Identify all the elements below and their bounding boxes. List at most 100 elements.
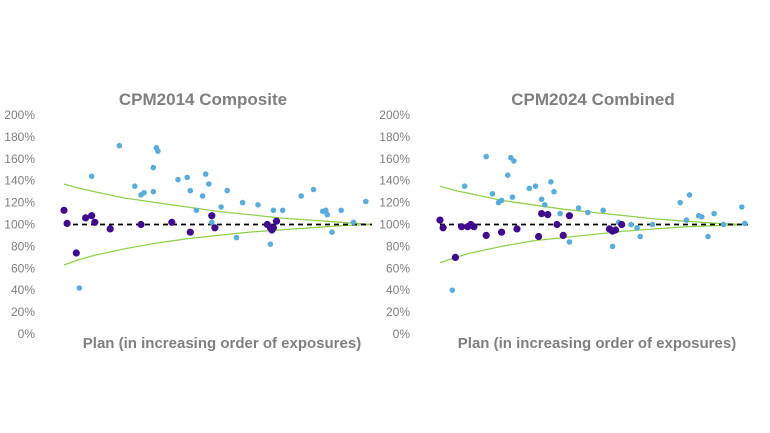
light-data-point xyxy=(628,221,634,228)
light-data-point xyxy=(324,211,331,218)
light-data-point xyxy=(538,196,545,203)
light-data-point xyxy=(483,153,490,160)
light-data-point xyxy=(338,207,345,214)
dark-data-point xyxy=(439,224,447,232)
dark-data-point xyxy=(565,212,574,220)
light-data-point xyxy=(683,217,690,223)
x-axis-label: Plan (in increasing order of exposures) xyxy=(458,335,736,352)
x-axis-label: Plan (in increasing order of exposures) xyxy=(83,335,361,352)
light-data-point xyxy=(184,174,190,181)
dark-data-point xyxy=(559,231,567,239)
lower-band-line xyxy=(439,223,749,264)
y-tick-label: 160% xyxy=(4,152,35,166)
dark-data-point xyxy=(498,228,506,236)
y-tick-label: 120% xyxy=(4,196,35,210)
light-data-point xyxy=(739,204,745,210)
light-data-point xyxy=(509,194,516,200)
light-data-point xyxy=(255,202,261,208)
dark-data-point xyxy=(436,216,444,224)
y-tick-label: 80% xyxy=(11,239,35,253)
light-data-point xyxy=(720,221,727,228)
light-data-point xyxy=(298,193,305,199)
y-tick-label: 60% xyxy=(386,261,410,275)
light-data-point xyxy=(566,239,573,245)
dark-data-point xyxy=(458,223,466,231)
light-data-point xyxy=(350,219,357,226)
light-data-point xyxy=(267,241,274,247)
light-data-point xyxy=(270,207,277,214)
light-data-point xyxy=(449,287,456,294)
light-data-point xyxy=(505,172,511,178)
dark-data-point xyxy=(553,220,561,229)
dark-data-point xyxy=(612,226,620,234)
dark-data-point xyxy=(535,232,543,241)
chart-title: CPM2014 Composite xyxy=(119,90,287,109)
dark-data-point xyxy=(470,223,478,231)
light-data-point xyxy=(585,209,591,216)
dark-data-point xyxy=(272,217,281,225)
light-data-point xyxy=(511,158,517,164)
y-tick-label: 200% xyxy=(4,108,35,122)
light-data-point xyxy=(609,243,616,250)
y-tick-label: 100% xyxy=(4,218,35,232)
y-tick-label: 40% xyxy=(11,283,35,297)
light-data-point xyxy=(206,181,212,187)
lower-band-line xyxy=(63,223,373,266)
dark-data-point xyxy=(106,225,114,233)
light-data-point xyxy=(202,171,209,177)
light-data-point xyxy=(526,185,533,192)
dark-data-point xyxy=(538,210,546,218)
light-data-point xyxy=(489,191,496,197)
light-data-point xyxy=(193,207,200,214)
dark-data-point xyxy=(60,206,68,214)
dark-data-point xyxy=(137,220,145,229)
y-tick-label: 0% xyxy=(393,327,411,341)
light-data-point xyxy=(150,164,157,171)
y-tick-label: 200% xyxy=(379,108,410,122)
y-tick-label: 20% xyxy=(386,305,410,319)
upper-band-line xyxy=(63,183,373,226)
light-data-point xyxy=(699,214,705,220)
light-data-point xyxy=(132,183,138,189)
light-data-point xyxy=(279,207,286,214)
dark-data-point xyxy=(544,211,552,219)
light-data-point xyxy=(711,210,717,217)
dark-data-point xyxy=(211,224,219,232)
light-data-point xyxy=(677,199,683,206)
light-data-point xyxy=(88,173,95,180)
light-data-point xyxy=(742,220,748,227)
y-tick-label: 80% xyxy=(386,239,410,253)
dark-data-point xyxy=(208,212,216,220)
dark-data-point xyxy=(186,228,194,236)
light-data-point xyxy=(637,233,643,240)
y-tick-label: 180% xyxy=(379,130,410,144)
light-data-point xyxy=(155,148,161,154)
dark-data-point xyxy=(168,218,176,226)
light-data-point xyxy=(541,202,548,208)
y-tick-label: 140% xyxy=(379,174,410,188)
light-data-point xyxy=(224,187,230,194)
y-tick-label: 60% xyxy=(11,261,35,275)
light-data-point xyxy=(323,207,329,214)
light-data-point xyxy=(634,225,640,231)
light-data-point xyxy=(461,183,468,189)
light-data-point xyxy=(175,176,181,183)
light-data-point xyxy=(141,189,147,196)
light-data-point xyxy=(551,188,557,195)
y-tick-label: 40% xyxy=(386,283,410,297)
light-data-point xyxy=(218,204,224,210)
light-data-point xyxy=(705,233,711,240)
light-data-point xyxy=(76,285,83,291)
light-data-point xyxy=(532,183,539,189)
light-data-point xyxy=(187,187,194,194)
light-data-point xyxy=(363,198,369,205)
light-data-point xyxy=(199,193,206,199)
chart-title: CPM2024 Combined xyxy=(511,90,674,109)
light-data-point xyxy=(116,142,123,149)
dark-data-point xyxy=(88,212,96,220)
light-data-point xyxy=(209,219,215,226)
light-data-point xyxy=(649,221,656,228)
y-tick-label: 120% xyxy=(379,196,410,210)
light-data-point xyxy=(575,205,582,211)
